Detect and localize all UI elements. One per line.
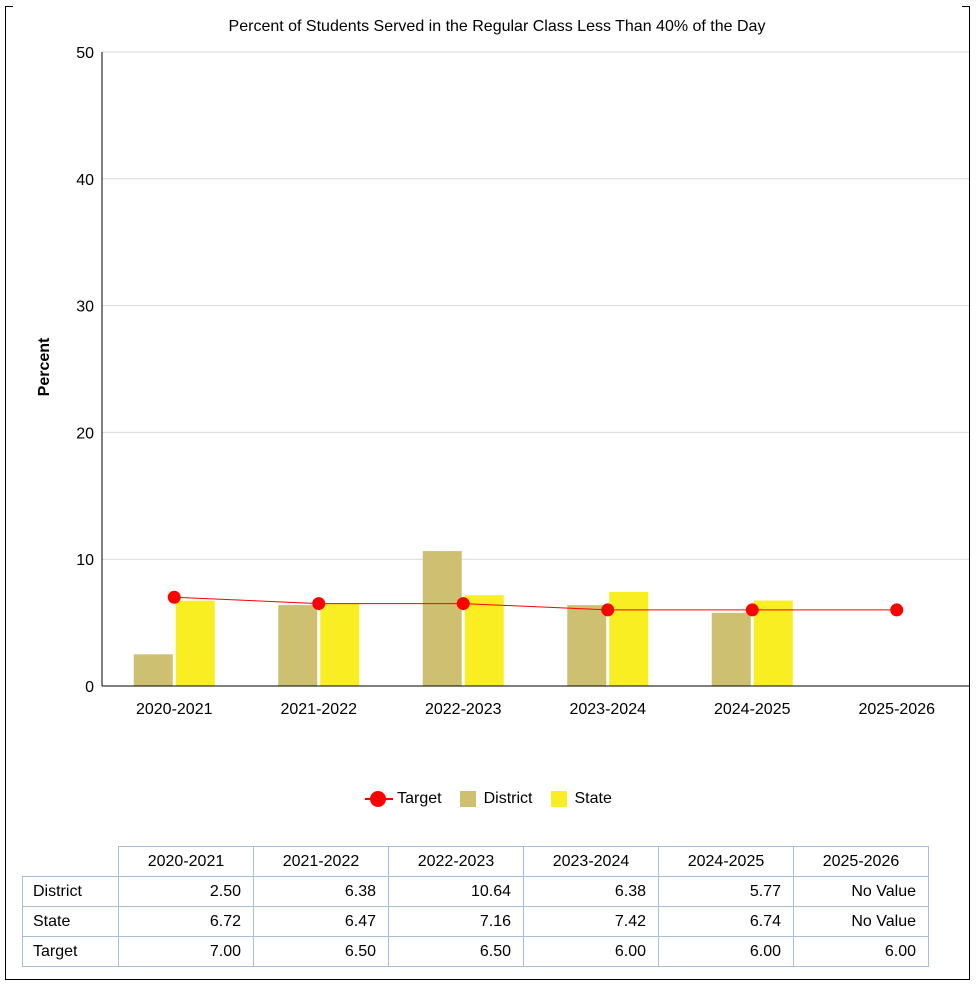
chart-frame — [5, 6, 970, 980]
point-target — [890, 603, 904, 617]
table-header-cell: 2023-2024 — [523, 846, 659, 877]
table-cell: 6.00 — [658, 936, 794, 967]
bar-district — [133, 654, 173, 686]
district-swatch-icon — [459, 791, 476, 807]
row-label: State — [22, 906, 119, 937]
y-tick-label: 50 — [76, 45, 94, 62]
x-tick-label: 2021-2022 — [280, 701, 357, 718]
table-cell: 6.00 — [523, 936, 659, 967]
legend-item-target: Target — [365, 790, 442, 808]
table-header-cell: 2021-2022 — [253, 846, 389, 877]
bar-district — [278, 605, 318, 686]
bar-state — [320, 603, 360, 686]
table-header-cell: 2020-2021 — [118, 846, 254, 877]
table-corner-cell — [22, 846, 119, 877]
state-swatch-icon — [550, 791, 567, 807]
series-line-target — [174, 596, 897, 611]
bar-district — [567, 605, 607, 686]
table-row-target: Target 7.00 6.50 6.50 6.00 6.00 6.00 — [22, 936, 929, 967]
frame-top-edge-left — [5, 6, 13, 7]
bar-marks — [133, 551, 793, 686]
row-label: District — [22, 876, 119, 907]
table-row-state: State 6.72 6.47 7.16 7.42 6.74 No Value — [22, 906, 929, 937]
table-cell: 6.38 — [523, 876, 659, 907]
legend-item-state: State — [550, 790, 612, 808]
table-header-cell: 2025-2026 — [793, 846, 929, 877]
legend-label-state: State — [574, 790, 612, 807]
x-tick-label: 2020-2021 — [136, 701, 213, 718]
point-target — [456, 597, 470, 611]
table-cell: No Value — [793, 876, 929, 907]
tick-labels: 0 10 20 30 40 50 2020-2021 2021-2022 2022-2023 20… — [76, 45, 935, 718]
table-cell: 5.77 — [658, 876, 794, 907]
table-cell: 6.38 — [253, 876, 389, 907]
legend-label-target: Target — [397, 790, 442, 807]
point-target — [601, 603, 615, 617]
table-cell: 7.16 — [388, 906, 524, 937]
bar-state — [753, 600, 793, 686]
table-cell: 10.64 — [388, 876, 524, 907]
table-cell: 6.72 — [118, 906, 254, 937]
x-tick-label: 2025-2026 — [858, 701, 935, 718]
bar-district — [422, 551, 462, 686]
chart-plot: Percent of Students Served in the Regula… — [36, 18, 969, 718]
bar-district — [711, 612, 751, 686]
table-header-cell: 2022-2023 — [388, 846, 524, 877]
y-axis-label: Percent — [36, 337, 53, 396]
row-label: Target — [22, 936, 119, 967]
y-tick-label: 0 — [85, 679, 94, 696]
y-tick-label: 20 — [76, 425, 94, 442]
y-tick-label: 30 — [76, 299, 94, 316]
point-target — [745, 603, 759, 617]
table-row-district: District 2.50 6.38 10.64 6.38 5.77 No Va… — [22, 876, 929, 907]
bar-state — [464, 595, 504, 686]
point-target — [167, 590, 181, 604]
table-cell: 7.42 — [523, 906, 659, 937]
table-cell: 6.00 — [793, 936, 929, 967]
table-cell: 6.74 — [658, 906, 794, 937]
legend-label-district: District — [483, 790, 533, 807]
table-cell: 6.50 — [253, 936, 389, 967]
gridlines — [102, 51, 969, 560]
table-cell: 6.50 — [388, 936, 524, 967]
table-header-row: 2020-2021 2021-2022 2022-2023 2023-2024 … — [22, 846, 929, 877]
bar-state — [609, 591, 649, 686]
chart-legend: Target District State — [0, 790, 977, 808]
table-header-cell: 2024-2025 — [658, 846, 794, 877]
table-cell: 2.50 — [118, 876, 254, 907]
x-tick-label: 2023-2024 — [569, 701, 646, 718]
chart-title: Percent of Students Served in the Regula… — [229, 18, 766, 35]
point-target — [312, 597, 326, 611]
target-legend-marker-icon — [365, 791, 394, 807]
axes — [101, 52, 969, 687]
bar-state — [175, 600, 215, 686]
data-table: 2020-2021 2021-2022 2022-2023 2023-2024 … — [22, 846, 929, 967]
x-tick-label: 2022-2023 — [425, 701, 502, 718]
table-cell: 6.47 — [253, 906, 389, 937]
frame-top-edge-right — [962, 6, 970, 7]
table-cell: No Value — [793, 906, 929, 937]
x-tick-label: 2024-2025 — [714, 701, 791, 718]
legend-item-district: District — [459, 790, 533, 808]
table-cell: 7.00 — [118, 936, 254, 967]
target-line — [167, 590, 904, 617]
y-tick-label: 40 — [76, 172, 94, 189]
y-tick-label: 10 — [76, 552, 94, 569]
